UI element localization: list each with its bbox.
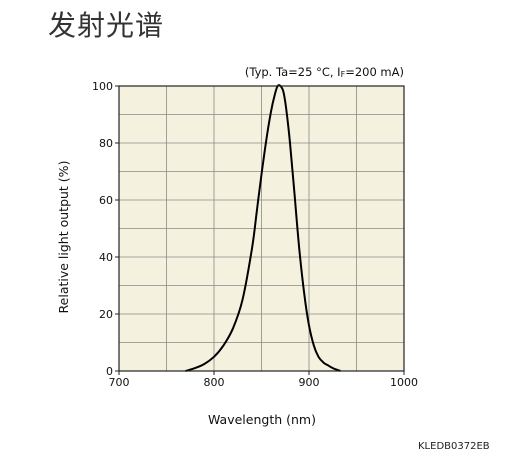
y-axis-label: Relative light output (%) [56,161,71,314]
y-tick-label: 40 [99,251,113,264]
x-axis-ticks: 700 800 900 1000 [109,371,418,389]
plot-frame [118,85,405,372]
x-tick-label: 700 [109,376,130,389]
y-tick-label: 60 [99,194,113,207]
x-tick-label: 900 [299,376,320,389]
x-axis-label: Wavelength (nm) [208,412,316,427]
x-tick-label: 1000 [390,376,418,389]
measurement-conditions: (Typ. Ta=25 °C, IF=200 mA) [245,65,404,79]
x-tick-label: 800 [204,376,225,389]
y-axis-ticks: 0 20 40 60 80 100 [92,80,119,378]
plot-border [118,85,405,372]
y-tick-label: 20 [99,308,113,321]
page-title: 发射光谱 [48,9,165,42]
y-tick-label: 80 [99,137,113,150]
y-tick-label: 100 [92,80,113,93]
y-tick-label: 0 [106,365,113,378]
document-code: KLEDB0372EB [418,441,490,452]
